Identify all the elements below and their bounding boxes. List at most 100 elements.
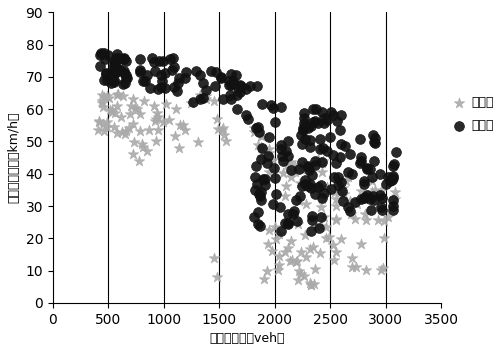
方案二 (228, 78, 236, 84)
方案一 (300, 161, 308, 166)
方案一 (384, 215, 392, 220)
方案一 (377, 267, 385, 272)
方案一 (135, 158, 143, 164)
方案一 (306, 246, 314, 252)
方案二 (225, 78, 233, 84)
方案二 (318, 110, 326, 115)
方案二 (300, 110, 308, 116)
方案一 (351, 216, 359, 221)
方案一 (113, 130, 121, 136)
方案二 (270, 165, 278, 171)
方案一 (118, 130, 126, 135)
方案二 (344, 205, 352, 210)
方案二 (252, 187, 260, 193)
方案一 (295, 198, 303, 203)
方案一 (313, 223, 321, 229)
方案一 (258, 154, 266, 159)
方案一 (291, 169, 299, 175)
方案二 (257, 197, 265, 203)
方案二 (308, 173, 316, 178)
方案一 (194, 139, 202, 145)
方案一 (297, 249, 305, 254)
方案一 (187, 100, 195, 106)
方案一 (196, 92, 204, 98)
方案二 (389, 164, 397, 169)
方案二 (277, 146, 285, 152)
方案一 (295, 221, 303, 227)
方案一 (269, 248, 277, 254)
方案二 (260, 176, 268, 181)
方案一 (254, 142, 262, 147)
方案二 (170, 85, 178, 90)
方案二 (103, 78, 111, 83)
方案二 (169, 55, 177, 61)
方案二 (175, 76, 183, 81)
方案一 (378, 195, 386, 201)
方案一 (136, 128, 144, 134)
方案二 (388, 177, 396, 183)
方案二 (336, 154, 344, 160)
方案二 (257, 156, 265, 162)
方案一 (113, 93, 121, 98)
方案一 (307, 282, 315, 288)
方案二 (212, 69, 220, 75)
方案二 (314, 184, 322, 190)
方案一 (175, 145, 183, 150)
方案二 (173, 88, 181, 94)
方案二 (282, 149, 290, 154)
方案一 (273, 237, 281, 242)
方案一 (380, 235, 388, 241)
方案一 (110, 124, 118, 130)
方案一 (376, 195, 384, 201)
方案二 (189, 99, 197, 105)
方案一 (133, 106, 141, 112)
方案一 (159, 119, 167, 125)
方案一 (288, 258, 296, 263)
方案二 (299, 127, 307, 133)
方案一 (264, 241, 272, 247)
方案二 (378, 195, 386, 201)
方案二 (316, 146, 324, 152)
方案二 (305, 168, 313, 173)
方案二 (253, 181, 261, 187)
方案一 (318, 161, 326, 166)
方案一 (300, 274, 308, 279)
方案一 (336, 184, 344, 190)
方案二 (279, 153, 287, 159)
方案二 (360, 196, 368, 201)
方案二 (269, 201, 277, 206)
方案二 (298, 141, 306, 147)
方案一 (380, 218, 388, 224)
方案一 (283, 162, 291, 167)
方案二 (323, 148, 331, 154)
方案二 (250, 214, 259, 220)
方案二 (346, 152, 354, 157)
方案二 (301, 181, 309, 187)
方案一 (111, 111, 119, 116)
方案一 (257, 144, 265, 149)
方案一 (202, 96, 210, 102)
方案一 (103, 93, 111, 99)
方案二 (281, 220, 289, 226)
方案二 (228, 80, 236, 86)
方案一 (286, 258, 294, 264)
方案二 (376, 192, 384, 198)
方案二 (336, 127, 344, 132)
方案一 (282, 183, 290, 189)
方案二 (338, 189, 346, 194)
方案一 (154, 114, 162, 120)
方案二 (304, 125, 312, 131)
方案一 (100, 94, 108, 100)
方案二 (318, 195, 326, 200)
方案二 (100, 77, 108, 82)
方案一 (202, 93, 210, 99)
方案一 (129, 152, 137, 157)
方案一 (312, 266, 320, 272)
方案一 (179, 122, 187, 128)
方案一 (108, 107, 116, 113)
方案一 (126, 112, 134, 117)
方案一 (302, 254, 310, 259)
方案二 (219, 96, 227, 101)
方案二 (316, 136, 324, 142)
方案二 (170, 65, 178, 70)
